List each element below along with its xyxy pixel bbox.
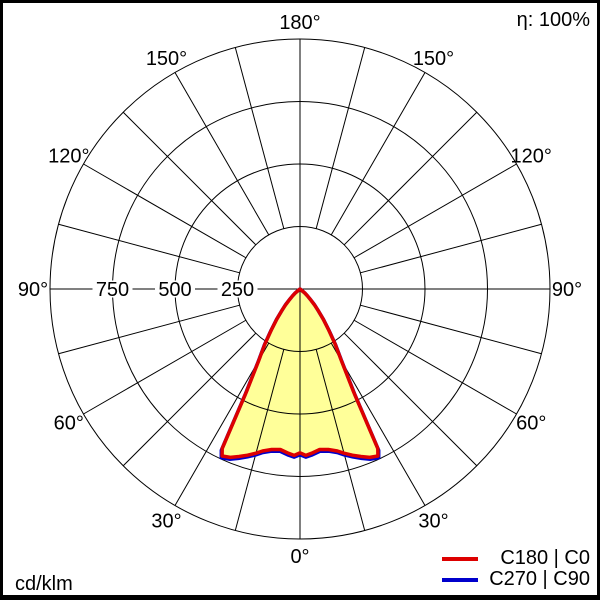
angle-label-120: 120° [511, 146, 552, 168]
grid-spoke [353, 163, 517, 259]
angle-label-60: 60° [516, 413, 546, 435]
grid-spoke [83, 319, 247, 415]
grid-spoke [360, 223, 542, 274]
grid-spoke [83, 163, 247, 259]
angle-label-left-150: 150° [146, 48, 187, 70]
grid-spoke [315, 47, 366, 229]
angle-label-30: 30° [418, 510, 448, 532]
angle-label-left-120: 120° [48, 146, 89, 168]
grid-spoke [58, 304, 240, 355]
grid-spoke [234, 47, 285, 229]
curve-c180-c0 [220, 287, 380, 460]
radial-tick-label: 500 [158, 279, 191, 301]
grid-spoke [343, 332, 478, 467]
legend-item-c270-c90: C270 | C90 [442, 569, 590, 590]
legend-label-c180-c0: C180 | C0 [500, 547, 590, 569]
legend: C180 | C0 C270 | C90 [442, 548, 590, 590]
radial-tick-labels: 750 500 250 [92, 279, 258, 301]
angle-labels: 0° 30° 60° 90° 120° 150° 180° 30° 60° 90° 120° 150° [18, 12, 582, 568]
grid-spoke [343, 111, 478, 246]
radial-tick-label: 750 [96, 279, 129, 301]
intensity-curves [219, 287, 381, 461]
angle-label-left-60: 60° [54, 413, 84, 435]
efficiency-readout: η: 100% [516, 9, 590, 31]
angle-label-0: 0° [290, 546, 309, 568]
unit-label: cd/klm [15, 573, 73, 595]
angle-label-90: 90° [552, 279, 582, 301]
legend-label-c270-c90: C270 | C90 [489, 568, 590, 590]
grid-spoke [122, 111, 257, 246]
radial-label-box [155, 280, 195, 298]
radial-tick-label: 250 [221, 279, 254, 301]
angle-label-left-90: 90° [18, 279, 48, 301]
radial-label-box [92, 280, 133, 298]
grid-spoke [234, 349, 285, 531]
angle-label-left-30: 30° [151, 510, 181, 532]
grid-spoke [315, 349, 366, 531]
grid-spoke [353, 319, 517, 415]
legend-item-c180-c0: C180 | C0 [442, 548, 590, 569]
angle-label-180: 180° [279, 12, 320, 34]
radial-label-box [217, 280, 258, 298]
grid-spoke [58, 223, 240, 274]
legend-line-blue [442, 577, 478, 582]
grid-spoke [174, 72, 270, 236]
grid-spoke [360, 304, 542, 355]
grid-spoke [122, 332, 257, 467]
grid-spoke [330, 72, 426, 236]
angle-label-150: 150° [413, 48, 454, 70]
legend-line-red [442, 556, 478, 561]
